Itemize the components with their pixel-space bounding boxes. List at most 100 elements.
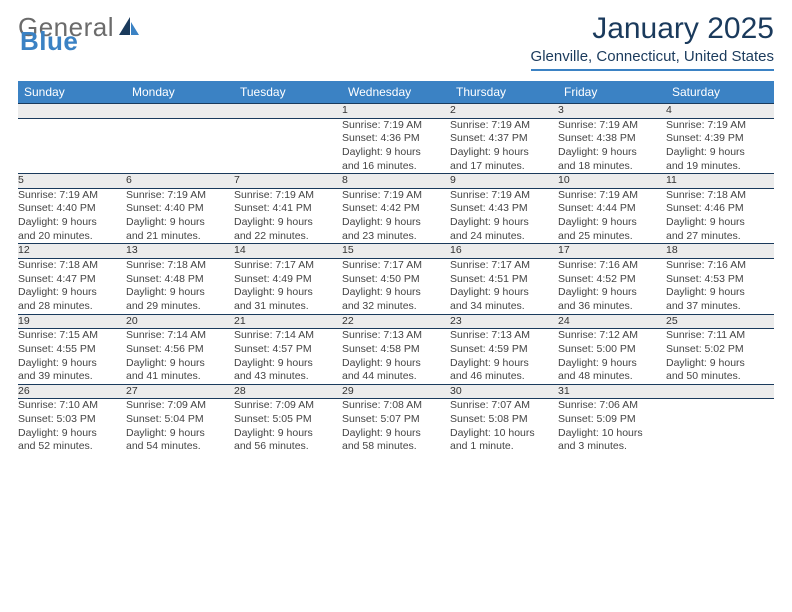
day-d2: and 20 minutes. bbox=[18, 230, 126, 244]
day-number-cell: 3 bbox=[558, 104, 666, 119]
day-d1: Daylight: 9 hours bbox=[558, 286, 666, 300]
day-detail-cell: Sunrise: 7:17 AMSunset: 4:51 PMDaylight:… bbox=[450, 259, 558, 315]
day-d2: and 50 minutes. bbox=[666, 370, 774, 384]
day-sunset: Sunset: 4:58 PM bbox=[342, 343, 450, 357]
day-sunrise: Sunrise: 7:17 AM bbox=[342, 259, 450, 273]
day-d2: and 24 minutes. bbox=[450, 230, 558, 244]
day-d1: Daylight: 9 hours bbox=[126, 286, 234, 300]
day-d1: Daylight: 9 hours bbox=[450, 216, 558, 230]
day-d2: and 46 minutes. bbox=[450, 370, 558, 384]
day-number-cell: 23 bbox=[450, 314, 558, 329]
day-sunset: Sunset: 5:03 PM bbox=[18, 413, 126, 427]
day-detail-cell: Sunrise: 7:19 AMSunset: 4:43 PMDaylight:… bbox=[450, 188, 558, 244]
day-sunrise: Sunrise: 7:19 AM bbox=[18, 189, 126, 203]
day-sunrise: Sunrise: 7:17 AM bbox=[450, 259, 558, 273]
day-detail-cell: Sunrise: 7:17 AMSunset: 4:49 PMDaylight:… bbox=[234, 259, 342, 315]
day-sunrise: Sunrise: 7:16 AM bbox=[666, 259, 774, 273]
day-d1: Daylight: 9 hours bbox=[558, 146, 666, 160]
title-block: January 2025 Glenville, Connecticut, Uni… bbox=[531, 12, 774, 71]
weekday-header: Thursday bbox=[450, 81, 558, 104]
logo: General Blue bbox=[18, 12, 140, 43]
daynum-row: 567891011 bbox=[18, 174, 774, 189]
day-d1: Daylight: 9 hours bbox=[342, 427, 450, 441]
day-sunrise: Sunrise: 7:19 AM bbox=[234, 189, 342, 203]
day-d2: and 3 minutes. bbox=[558, 440, 666, 454]
day-sunrise: Sunrise: 7:19 AM bbox=[342, 119, 450, 133]
day-detail-cell: Sunrise: 7:07 AMSunset: 5:08 PMDaylight:… bbox=[450, 399, 558, 454]
day-number-cell: 19 bbox=[18, 314, 126, 329]
day-number-cell: 9 bbox=[450, 174, 558, 189]
day-sunrise: Sunrise: 7:06 AM bbox=[558, 399, 666, 413]
day-d2: and 16 minutes. bbox=[342, 160, 450, 174]
daynum-row: 12131415161718 bbox=[18, 244, 774, 259]
day-d1: Daylight: 10 hours bbox=[450, 427, 558, 441]
day-sunset: Sunset: 5:04 PM bbox=[126, 413, 234, 427]
day-detail-cell: Sunrise: 7:09 AMSunset: 5:04 PMDaylight:… bbox=[126, 399, 234, 454]
day-d1: Daylight: 10 hours bbox=[558, 427, 666, 441]
day-d1: Daylight: 9 hours bbox=[342, 286, 450, 300]
day-sunrise: Sunrise: 7:18 AM bbox=[126, 259, 234, 273]
day-sunset: Sunset: 5:08 PM bbox=[450, 413, 558, 427]
day-sunrise: Sunrise: 7:16 AM bbox=[558, 259, 666, 273]
day-detail-cell: Sunrise: 7:19 AMSunset: 4:40 PMDaylight:… bbox=[18, 188, 126, 244]
logo-word-2: Blue bbox=[20, 26, 78, 56]
day-sunrise: Sunrise: 7:07 AM bbox=[450, 399, 558, 413]
day-detail-cell: Sunrise: 7:18 AMSunset: 4:46 PMDaylight:… bbox=[666, 188, 774, 244]
day-sunrise: Sunrise: 7:19 AM bbox=[558, 189, 666, 203]
day-sunset: Sunset: 4:43 PM bbox=[450, 202, 558, 216]
day-number-cell: 21 bbox=[234, 314, 342, 329]
weekday-header: Friday bbox=[558, 81, 666, 104]
day-detail-cell: Sunrise: 7:19 AMSunset: 4:41 PMDaylight:… bbox=[234, 188, 342, 244]
day-d2: and 28 minutes. bbox=[18, 300, 126, 314]
day-detail-cell bbox=[234, 118, 342, 174]
day-d1: Daylight: 9 hours bbox=[18, 286, 126, 300]
day-d2: and 43 minutes. bbox=[234, 370, 342, 384]
weekday-header: Wednesday bbox=[342, 81, 450, 104]
day-d2: and 22 minutes. bbox=[234, 230, 342, 244]
day-d1: Daylight: 9 hours bbox=[558, 357, 666, 371]
day-d2: and 37 minutes. bbox=[666, 300, 774, 314]
day-d2: and 58 minutes. bbox=[342, 440, 450, 454]
day-number-cell: 16 bbox=[450, 244, 558, 259]
weekday-header: Tuesday bbox=[234, 81, 342, 104]
day-sunset: Sunset: 4:56 PM bbox=[126, 343, 234, 357]
day-sunset: Sunset: 4:59 PM bbox=[450, 343, 558, 357]
day-sunset: Sunset: 4:39 PM bbox=[666, 132, 774, 146]
day-d2: and 44 minutes. bbox=[342, 370, 450, 384]
daynum-row: 262728293031 bbox=[18, 384, 774, 399]
weekday-header: Saturday bbox=[666, 81, 774, 104]
day-sunrise: Sunrise: 7:08 AM bbox=[342, 399, 450, 413]
day-d2: and 56 minutes. bbox=[234, 440, 342, 454]
day-sunrise: Sunrise: 7:19 AM bbox=[126, 189, 234, 203]
day-detail-cell: Sunrise: 7:12 AMSunset: 5:00 PMDaylight:… bbox=[558, 329, 666, 385]
day-number-cell: 24 bbox=[558, 314, 666, 329]
day-d2: and 17 minutes. bbox=[450, 160, 558, 174]
day-d1: Daylight: 9 hours bbox=[450, 146, 558, 160]
day-detail-cell: Sunrise: 7:10 AMSunset: 5:03 PMDaylight:… bbox=[18, 399, 126, 454]
day-d1: Daylight: 9 hours bbox=[234, 427, 342, 441]
day-detail-cell: Sunrise: 7:09 AMSunset: 5:05 PMDaylight:… bbox=[234, 399, 342, 454]
day-number-cell: 31 bbox=[558, 384, 666, 399]
day-sunrise: Sunrise: 7:10 AM bbox=[18, 399, 126, 413]
day-detail-cell: Sunrise: 7:19 AMSunset: 4:42 PMDaylight:… bbox=[342, 188, 450, 244]
day-d1: Daylight: 9 hours bbox=[126, 357, 234, 371]
daynum-row: 1234 bbox=[18, 104, 774, 119]
day-sunrise: Sunrise: 7:19 AM bbox=[450, 189, 558, 203]
day-sunrise: Sunrise: 7:18 AM bbox=[666, 189, 774, 203]
day-sunrise: Sunrise: 7:09 AM bbox=[126, 399, 234, 413]
day-detail-cell: Sunrise: 7:19 AMSunset: 4:39 PMDaylight:… bbox=[666, 118, 774, 174]
day-detail-cell bbox=[18, 118, 126, 174]
day-detail-cell bbox=[666, 399, 774, 454]
day-number-cell bbox=[18, 104, 126, 119]
day-d1: Daylight: 9 hours bbox=[666, 146, 774, 160]
day-number-cell: 2 bbox=[450, 104, 558, 119]
day-number-cell: 15 bbox=[342, 244, 450, 259]
day-d1: Daylight: 9 hours bbox=[342, 357, 450, 371]
day-d1: Daylight: 9 hours bbox=[18, 216, 126, 230]
day-number-cell bbox=[234, 104, 342, 119]
day-d2: and 21 minutes. bbox=[126, 230, 234, 244]
day-detail-cell: Sunrise: 7:06 AMSunset: 5:09 PMDaylight:… bbox=[558, 399, 666, 454]
weekday-header-row: Sunday Monday Tuesday Wednesday Thursday… bbox=[18, 81, 774, 104]
day-sunset: Sunset: 4:47 PM bbox=[18, 273, 126, 287]
day-d1: Daylight: 9 hours bbox=[666, 286, 774, 300]
